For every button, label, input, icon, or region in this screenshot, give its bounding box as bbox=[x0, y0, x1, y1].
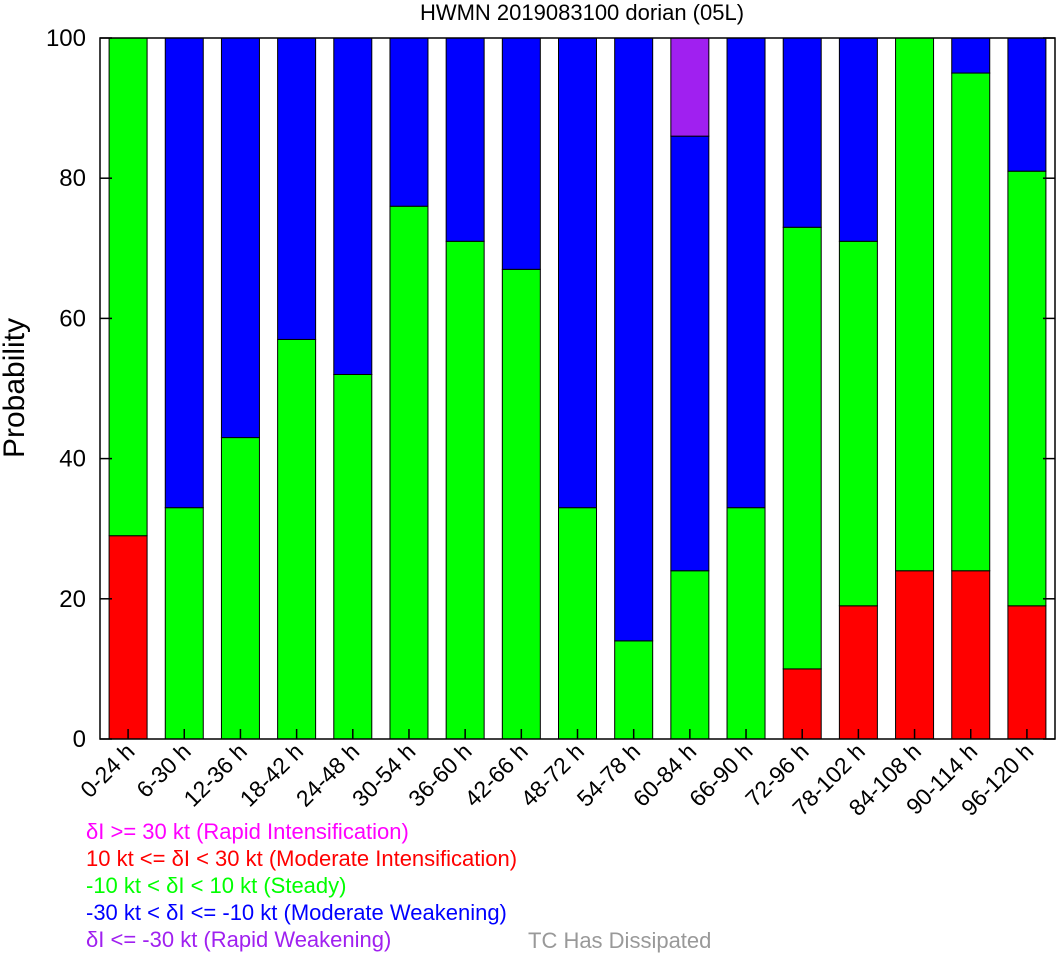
bar-segment-steady-3 bbox=[277, 338, 317, 740]
legend-entry-dissipated: TC Has Dissipated bbox=[528, 928, 712, 953]
bar-segment-moderate_weakening-9 bbox=[614, 37, 654, 642]
bar-segment-moderate_weakening-7 bbox=[501, 37, 541, 270]
bar-segment-moderate_intensification-0 bbox=[108, 535, 148, 740]
bar-segment-steady-16 bbox=[1007, 170, 1047, 607]
y-tick-label-20: 20 bbox=[59, 586, 86, 613]
bar-segment-steady-9 bbox=[614, 640, 654, 740]
bar-segment-moderate_weakening-2 bbox=[220, 37, 260, 439]
bar-segment-moderate_weakening-1 bbox=[164, 37, 204, 509]
x-ticks-group: 0-24 h6-30 h12-36 h18-42 h24-48 h30-54 h… bbox=[75, 729, 1038, 821]
bar-segment-steady-1 bbox=[164, 507, 204, 740]
y-tick-label-100: 100 bbox=[46, 25, 86, 52]
legend-entry-rapid-intensification: δI >= 30 kt (Rapid Intensification) bbox=[86, 819, 409, 844]
y-tick-label-60: 60 bbox=[59, 305, 86, 332]
bar-segment-moderate_intensification-13 bbox=[838, 605, 878, 740]
y-axis-label: Probability bbox=[0, 318, 31, 458]
bar-segment-moderate_intensification-16 bbox=[1007, 605, 1047, 740]
bar-segment-moderate_intensification-15 bbox=[951, 570, 991, 740]
bar-segment-moderate_weakening-10 bbox=[670, 135, 710, 572]
bar-segment-steady-11 bbox=[726, 507, 766, 740]
legend-entry-moderate-weakening: -30 kt < δI <= -10 kt (Moderate Weakenin… bbox=[86, 900, 507, 925]
y-ticks-group: 0 20 40 60 80 100 bbox=[46, 25, 1055, 753]
bar-segment-moderate_intensification-14 bbox=[895, 570, 935, 740]
bar-segment-steady-5 bbox=[389, 205, 429, 740]
bar-segment-moderate_weakening-3 bbox=[277, 37, 317, 340]
bar-segment-moderate_weakening-13 bbox=[838, 37, 878, 242]
bar-segment-moderate_weakening-5 bbox=[389, 37, 429, 207]
legend-entry-rapid-weakening: δI <= -30 kt (Rapid Weakening) bbox=[86, 927, 392, 952]
bar-segment-steady-4 bbox=[333, 373, 373, 740]
bar-segment-rapid_weakening-10 bbox=[670, 37, 710, 137]
bar-segment-steady-13 bbox=[838, 240, 878, 607]
bar-segment-steady-7 bbox=[501, 268, 541, 740]
bar-segment-steady-6 bbox=[445, 240, 485, 740]
y-tick-label-80: 80 bbox=[59, 165, 86, 192]
bar-segment-steady-10 bbox=[670, 570, 710, 740]
legend-entry-moderate-intensification: 10 kt <= δI < 30 kt (Moderate Intensific… bbox=[86, 846, 518, 871]
legend: δI >= 30 kt (Rapid Intensification) 10 k… bbox=[86, 818, 517, 953]
bar-segment-moderate_weakening-6 bbox=[445, 37, 485, 242]
bar-segment-steady-15 bbox=[951, 72, 991, 572]
bar-segment-steady-2 bbox=[220, 437, 260, 740]
bar-segment-steady-8 bbox=[558, 507, 597, 740]
bar-segment-steady-12 bbox=[782, 226, 822, 670]
bar-segment-steady-14 bbox=[895, 37, 935, 572]
y-tick-label-40: 40 bbox=[59, 446, 86, 473]
legend-entry-steady: -10 kt < δI < 10 kt (Steady) bbox=[86, 873, 347, 898]
y-tick-label-0: 0 bbox=[73, 726, 86, 753]
bar-segment-moderate_weakening-12 bbox=[782, 37, 822, 228]
bar-segment-moderate_weakening-15 bbox=[951, 37, 991, 74]
bar-segment-moderate_intensification-12 bbox=[782, 668, 822, 740]
bar-segment-steady-0 bbox=[108, 37, 148, 537]
chart-title: HWMN 2019083100 dorian (05L) bbox=[420, 0, 744, 25]
bar-segment-moderate_weakening-4 bbox=[333, 37, 373, 375]
bars-group bbox=[108, 37, 1047, 740]
bar-segment-moderate_weakening-11 bbox=[726, 37, 766, 509]
bar-segment-moderate_weakening-8 bbox=[558, 37, 597, 509]
bar-segment-moderate_weakening-16 bbox=[1007, 37, 1047, 172]
